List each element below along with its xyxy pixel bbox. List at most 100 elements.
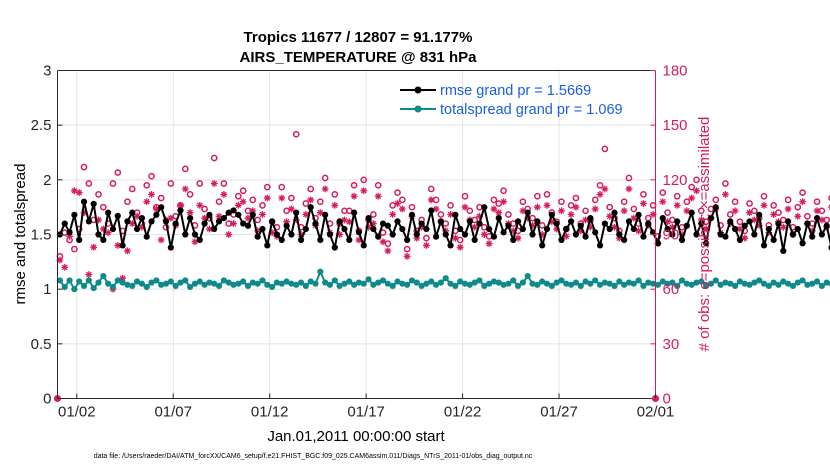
rmse-point: [736, 236, 743, 244]
rmse-point: [264, 242, 271, 249]
spread-point: [56, 277, 64, 284]
spread-point: [269, 283, 276, 291]
spread-point: [592, 277, 599, 284]
obs-possible-point: [533, 192, 541, 200]
rmse-point: [495, 215, 502, 222]
totalspread-series: [56, 268, 830, 293]
obs-possible-point: [606, 203, 614, 211]
rmse-point: [201, 220, 208, 227]
spread-point: [818, 282, 825, 289]
obs-assimilated-point: [239, 198, 247, 206]
rmse-point: [539, 242, 546, 249]
obs-possible-point: [736, 218, 744, 226]
spread-point: [196, 278, 203, 285]
obs-assimilated-point: [278, 194, 286, 202]
rmse-point: [804, 220, 811, 227]
obs-assimilated-point: [519, 207, 527, 215]
rmse-point: [664, 225, 671, 233]
spread-point: [785, 280, 792, 287]
left-axis-ticks: 0 0.5 1 1.5 2 2.5 3: [31, 63, 63, 408]
obs-assimilated-point: [210, 180, 218, 187]
rmse-point: [645, 220, 652, 227]
obs-assimilated-point: [770, 211, 778, 218]
obs-possible-point: [640, 191, 647, 198]
rmse-point: [703, 240, 710, 247]
spread-point: [543, 280, 551, 287]
rmse-point: [109, 225, 117, 233]
rmse-point: [133, 225, 141, 233]
rmse-point: [114, 212, 121, 220]
spread-point: [235, 280, 242, 287]
rmse-point: [244, 222, 252, 229]
spread-point: [244, 282, 252, 289]
spread-point: [437, 279, 444, 286]
obs-assimilated-point: [225, 231, 233, 238]
obs-possible-point: [423, 234, 430, 242]
rmse-point: [158, 204, 165, 211]
rmse-point: [191, 231, 199, 238]
spread-point: [413, 279, 420, 286]
obs-possible-point: [804, 212, 811, 220]
y-axis-label-left: rmse and totalspread: [12, 164, 29, 305]
spread-point: [731, 282, 739, 289]
rmse-point: [80, 198, 88, 205]
obs-possible-point: [124, 198, 131, 206]
rmse-point: [105, 209, 112, 216]
x-tick-label: 01/12: [251, 404, 289, 421]
rmse-point: [413, 231, 420, 238]
obs-possible-point: [292, 130, 300, 138]
spread-point: [215, 282, 223, 289]
rmse-point: [322, 211, 329, 218]
right-tick-label: 30: [663, 336, 680, 353]
obs-assimilated-point: [514, 234, 522, 242]
spread-point: [336, 282, 343, 289]
rmse-point: [649, 229, 657, 236]
obs-possible-point: [784, 196, 792, 204]
rmse-point: [785, 218, 792, 225]
spread-point: [510, 277, 517, 284]
spread-point: [471, 279, 478, 286]
obs-possible-point: [770, 201, 778, 209]
obs-possible-point: [181, 165, 189, 173]
spread-point: [240, 278, 247, 285]
spread-point: [461, 280, 469, 287]
rmse-point: [683, 222, 690, 229]
rmse-point: [582, 233, 589, 240]
rmse-point: [780, 247, 787, 254]
obs-possible-point: [693, 176, 700, 184]
obs-possible-point: [519, 198, 527, 206]
obs-assimilated-point: [495, 209, 503, 217]
spread-point: [457, 278, 464, 285]
obs-assimilated-point: [746, 209, 753, 217]
rmse-point: [85, 218, 92, 225]
obs-assimilated-point: [625, 185, 633, 193]
obs-possible-point: [505, 211, 512, 218]
obs-possible-point: [794, 203, 802, 211]
rmse-point: [76, 236, 83, 244]
rmse-point: [466, 218, 473, 225]
rmse-point: [326, 231, 334, 238]
rmse-point: [461, 231, 469, 238]
rmse-point: [688, 209, 695, 216]
spread-point: [823, 279, 830, 286]
spread-point: [418, 282, 425, 289]
rmse-point: [606, 225, 613, 233]
rmse-point: [370, 225, 377, 233]
spread-point: [297, 279, 305, 286]
obs-possible-point: [813, 198, 821, 206]
rmse-point: [548, 211, 555, 218]
spread-point: [66, 277, 73, 284]
spread-point: [201, 281, 208, 288]
rmse-point: [259, 225, 266, 233]
rmse-point: [148, 218, 155, 225]
right-tick-label: 0: [663, 391, 671, 408]
obs-assimilated-point: [451, 234, 459, 242]
obs-possible-point: [408, 203, 416, 211]
obs-assimilated-point: [350, 192, 358, 200]
obs-assimilated-point: [779, 223, 787, 231]
obs-possible-point: [80, 163, 88, 171]
obs-assimilated-point: [620, 207, 628, 215]
rmse-point: [418, 220, 425, 227]
obs-assimilated-point: [287, 205, 295, 213]
spread-point: [727, 280, 734, 287]
